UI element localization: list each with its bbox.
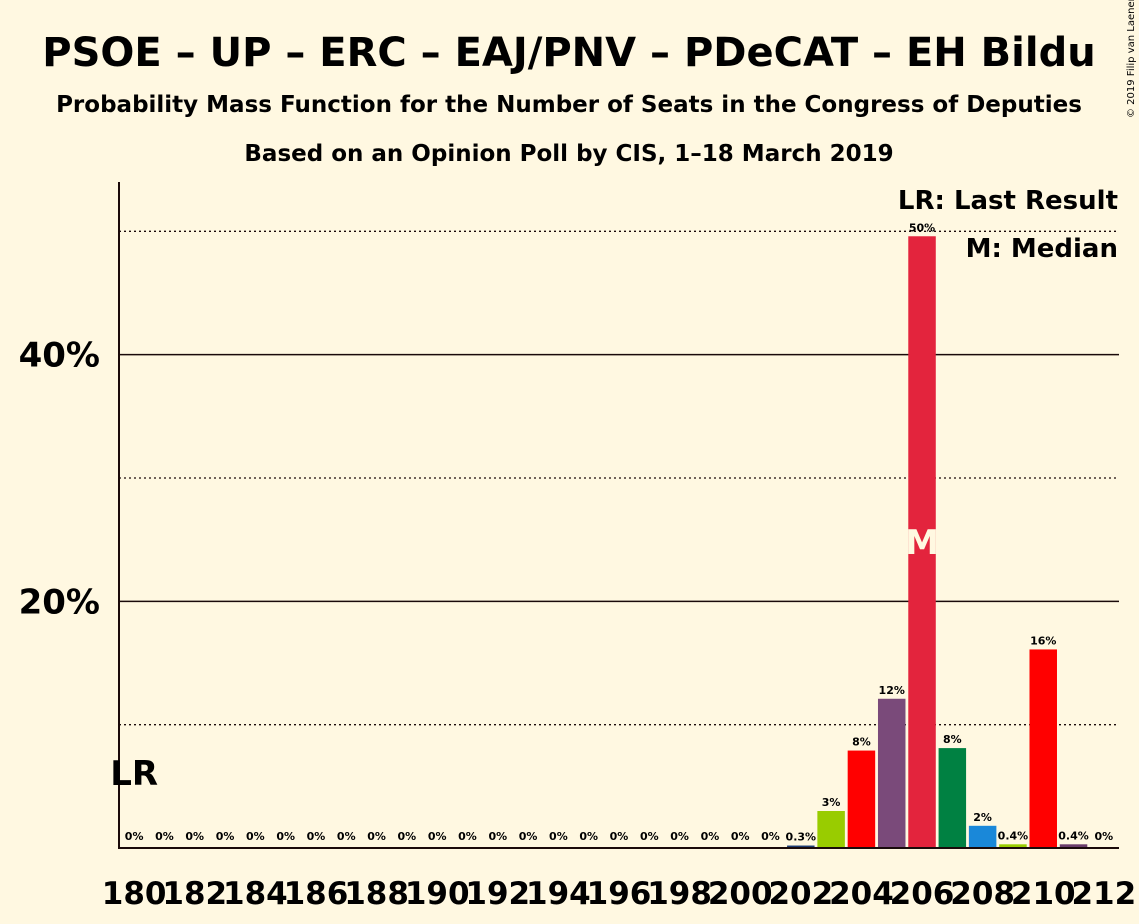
x-tick-label: 192: [465, 876, 530, 912]
x-tick-label: 200: [708, 876, 773, 912]
x-tick-label: 212: [1071, 876, 1136, 912]
data-label-190: 0%: [428, 830, 447, 843]
data-label-202: 0.3%: [786, 831, 817, 844]
x-tick-labels: 1801821841861881901921941961982002022042…: [102, 876, 1136, 912]
data-label-180: 0%: [125, 830, 144, 843]
data-label-192: 0%: [488, 830, 507, 843]
data-label-182: 0%: [185, 830, 204, 843]
data-labels: 0% 0% 0% 0% 0% 0% 0% 0% 0% 0% 0% 0% 0% 0% 0% 0% 0% 0% 0% 0%…: [125, 221, 1113, 843]
x-tick-label: 188: [344, 876, 409, 912]
data-label-210: 16%: [1030, 634, 1056, 647]
data-label-212: 0%: [1095, 830, 1114, 843]
x-tick-label: 196: [587, 876, 652, 912]
x-tick-label: 190: [405, 876, 470, 912]
data-label-184: 0%: [246, 830, 265, 843]
data-label-198: 0%: [670, 830, 689, 843]
data-label-209: 0.4%: [998, 829, 1029, 842]
legend-last-result: LR: Last Result: [898, 186, 1118, 216]
data-label-191: 0%: [458, 830, 477, 843]
chart-source: Based on an Opinion Poll by CIS, 1–18 Ma…: [244, 141, 893, 167]
x-tick-label: 186: [284, 876, 349, 912]
x-tick-label: 198: [647, 876, 712, 912]
data-label-183: 0%: [216, 830, 235, 843]
data-label-203: 3%: [822, 796, 841, 809]
data-label-207: 8%: [943, 733, 962, 746]
data-label-199: 0%: [701, 830, 720, 843]
chart-subtitle: Probability Mass Function for the Number…: [56, 92, 1082, 118]
bar-209: [999, 844, 1027, 848]
data-label-204: 8%: [852, 736, 871, 749]
x-tick-label: 204: [829, 876, 894, 912]
copyright-notice: © 2019 Filip van Laenen: [1126, 0, 1137, 118]
data-label-201: 0%: [761, 830, 780, 843]
data-label-193: 0%: [519, 830, 538, 843]
last-result-marker: LR: [110, 754, 158, 794]
data-label-185: 0%: [276, 830, 295, 843]
bar-202: [787, 845, 815, 848]
data-label-197: 0%: [640, 830, 659, 843]
x-tick-label: 194: [526, 876, 591, 912]
data-label-206: 50%: [909, 221, 935, 234]
data-label-194: 0%: [549, 830, 568, 843]
data-label-211: 0.4%: [1058, 829, 1089, 842]
data-label-196: 0%: [610, 830, 629, 843]
bar-205: [877, 698, 906, 848]
bar-208: [968, 825, 997, 848]
bar-206: [908, 236, 936, 848]
data-label-208: 2%: [973, 811, 992, 824]
bar-211: [1059, 844, 1088, 848]
bar-203: [817, 811, 845, 848]
data-label-189: 0%: [398, 830, 417, 843]
gridlines: [119, 230, 1119, 726]
median-marker: M: [905, 523, 939, 563]
data-label-205: 12%: [879, 684, 905, 697]
bars: [787, 236, 1088, 848]
x-tick-label: 208: [950, 876, 1015, 912]
data-label-181: 0%: [155, 830, 174, 843]
data-label-188: 0%: [367, 830, 386, 843]
chart-title: PSOE – UP – ERC – EAJ/PNV – PDeCAT – EH …: [42, 30, 1095, 76]
x-tick-label: 210: [1011, 876, 1076, 912]
x-tick-label: 184: [223, 876, 288, 912]
x-tick-label: 182: [162, 876, 227, 912]
x-tick-label: 202: [768, 876, 833, 912]
legend-median: M: Median: [966, 234, 1118, 264]
bar-204: [847, 750, 876, 848]
data-label-186: 0%: [307, 830, 326, 843]
data-label-195: 0%: [579, 830, 598, 843]
data-label-187: 0%: [337, 830, 356, 843]
y-tick-labels: 20% 40%: [19, 336, 100, 623]
bar-207: [938, 748, 967, 848]
data-label-200: 0%: [731, 830, 750, 843]
y-tick-label: 40%: [19, 336, 100, 376]
y-tick-label: 20%: [19, 582, 100, 622]
x-tick-label: 206: [890, 876, 955, 912]
x-tick-label: 180: [102, 876, 167, 912]
bar-210: [1029, 649, 1057, 848]
